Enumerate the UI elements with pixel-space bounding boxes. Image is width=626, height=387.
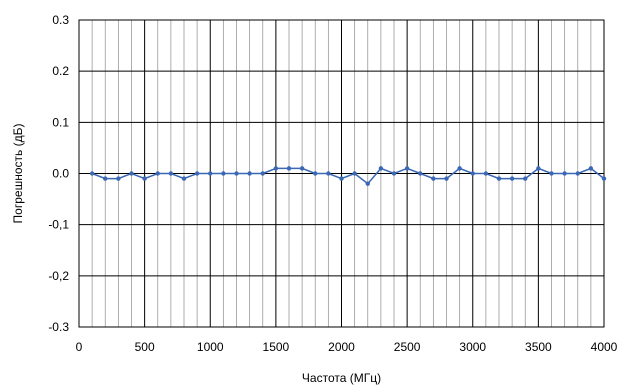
data-point bbox=[168, 171, 174, 176]
y-axis-ticks: 0.3 0.2 0.1 0.0 -0,1 -0,2 -0.3 bbox=[48, 13, 69, 334]
x-tick-label: 500 bbox=[135, 340, 155, 354]
data-point bbox=[129, 171, 134, 176]
data-point bbox=[339, 176, 344, 181]
data-point bbox=[221, 171, 226, 176]
data-point bbox=[431, 176, 436, 181]
data-point bbox=[444, 176, 449, 181]
x-tick-label: 2500 bbox=[394, 340, 421, 354]
data-point bbox=[536, 166, 541, 171]
x-tick-label: 3500 bbox=[525, 340, 552, 354]
data-point bbox=[601, 176, 607, 181]
y-tick-label: 0.3 bbox=[52, 13, 69, 27]
data-point bbox=[418, 171, 423, 176]
data-points bbox=[89, 166, 607, 186]
data-point bbox=[155, 171, 160, 176]
data-point bbox=[523, 176, 528, 181]
data-point bbox=[286, 166, 292, 171]
data-point bbox=[575, 171, 580, 176]
y-tick-label: -0,1 bbox=[48, 218, 69, 232]
data-point bbox=[234, 171, 239, 176]
data-point bbox=[404, 166, 410, 171]
x-axis-title: Частота (МГц) bbox=[302, 371, 381, 385]
y-axis-title: Погрешность (дБ) bbox=[11, 124, 25, 224]
data-point bbox=[326, 171, 331, 176]
data-point bbox=[89, 171, 95, 176]
data-point bbox=[260, 171, 265, 176]
data-point bbox=[470, 171, 475, 176]
data-point bbox=[103, 176, 108, 181]
data-point bbox=[483, 171, 489, 176]
data-point bbox=[496, 176, 502, 181]
x-tick-label: 3000 bbox=[459, 340, 486, 354]
data-point bbox=[142, 176, 147, 181]
y-tick-label: 0.1 bbox=[52, 115, 69, 129]
data-point bbox=[365, 181, 370, 186]
data-point bbox=[313, 171, 318, 176]
data-point bbox=[273, 166, 279, 171]
x-tick-label: 4000 bbox=[591, 340, 618, 354]
y-tick-label: -0,2 bbox=[48, 269, 69, 283]
x-tick-label: 0 bbox=[76, 340, 83, 354]
x-tick-label: 1000 bbox=[197, 340, 224, 354]
y-tick-label: -0.3 bbox=[48, 320, 69, 334]
data-point bbox=[378, 166, 384, 171]
data-point bbox=[247, 171, 252, 176]
data-point bbox=[299, 166, 305, 171]
data-point bbox=[562, 171, 567, 176]
plot-border bbox=[78, 19, 605, 328]
data-point bbox=[208, 171, 213, 176]
data-point bbox=[116, 176, 121, 181]
x-tick-label: 1500 bbox=[263, 340, 290, 354]
data-point bbox=[352, 171, 357, 176]
y-tick-label: 0.0 bbox=[52, 167, 69, 181]
x-axis-ticks: 0 500 1000 1500 2000 2500 3000 3500 4000 bbox=[76, 340, 618, 354]
data-point bbox=[588, 166, 594, 171]
series-line bbox=[91, 167, 605, 185]
x-tick-label: 2000 bbox=[328, 340, 355, 354]
data-point bbox=[391, 171, 397, 176]
data-point bbox=[509, 176, 515, 181]
data-point bbox=[181, 176, 187, 181]
data-point bbox=[549, 171, 554, 176]
data-point bbox=[457, 166, 462, 171]
y-tick-label: 0.2 bbox=[52, 64, 69, 78]
data-point bbox=[194, 171, 200, 176]
